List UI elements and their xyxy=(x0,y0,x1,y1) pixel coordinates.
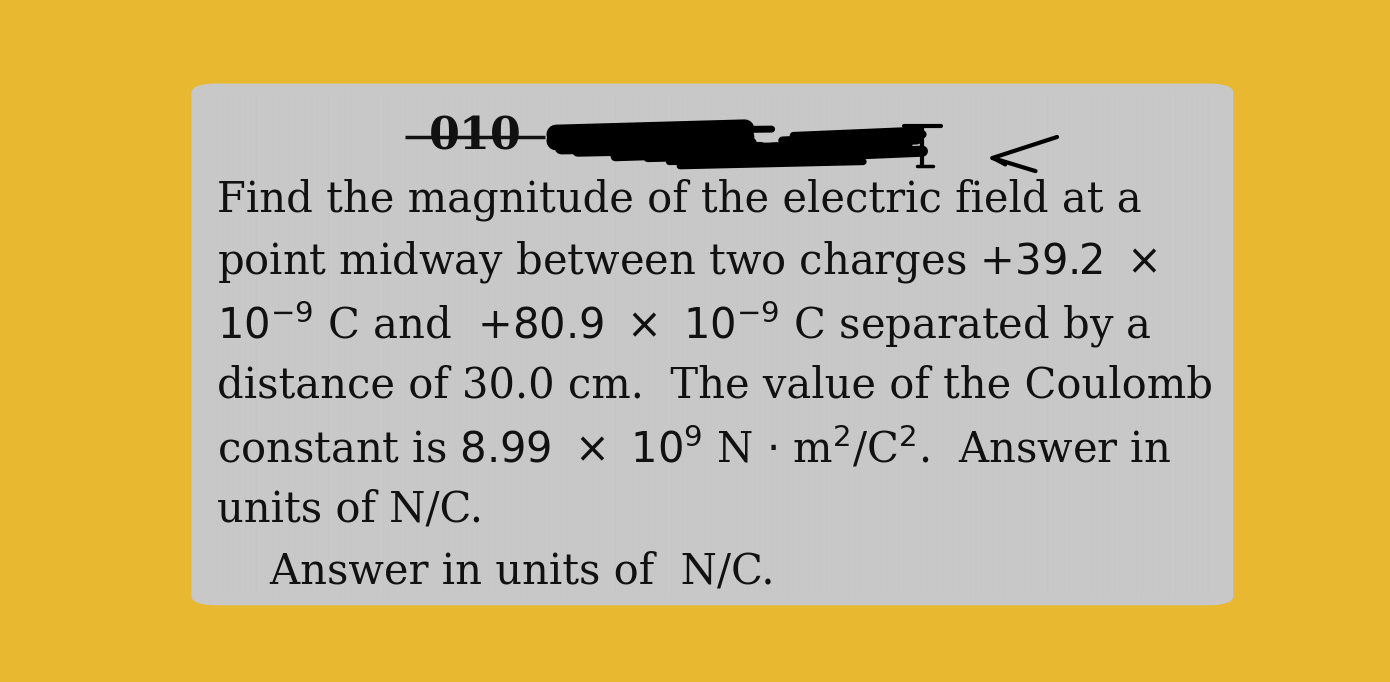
FancyBboxPatch shape xyxy=(185,76,1240,612)
Text: Find the magnitude of the electric field at a: Find the magnitude of the electric field… xyxy=(217,179,1141,221)
Text: constant is $8.99\ \times\ 10^{9}$ N $\cdot$ m$^{2}$/C$^{2}$.  Answer in: constant is $8.99\ \times\ 10^{9}$ N $\c… xyxy=(217,425,1170,471)
Text: $10^{-9}$ C and  $+80.9\ \times\ 10^{-9}$ C separated by a: $10^{-9}$ C and $+80.9\ \times\ 10^{-9}$… xyxy=(217,298,1151,350)
Text: 010: 010 xyxy=(430,115,521,158)
Text: point midway between two charges $+39.2\ \times$: point midway between two charges $+39.2\… xyxy=(217,239,1158,285)
Text: distance of 30.0 cm.  The value of the Coulomb: distance of 30.0 cm. The value of the Co… xyxy=(217,365,1213,407)
Text: Answer in units of  N/C.: Answer in units of N/C. xyxy=(217,551,774,593)
Text: units of N/C.: units of N/C. xyxy=(217,489,482,531)
